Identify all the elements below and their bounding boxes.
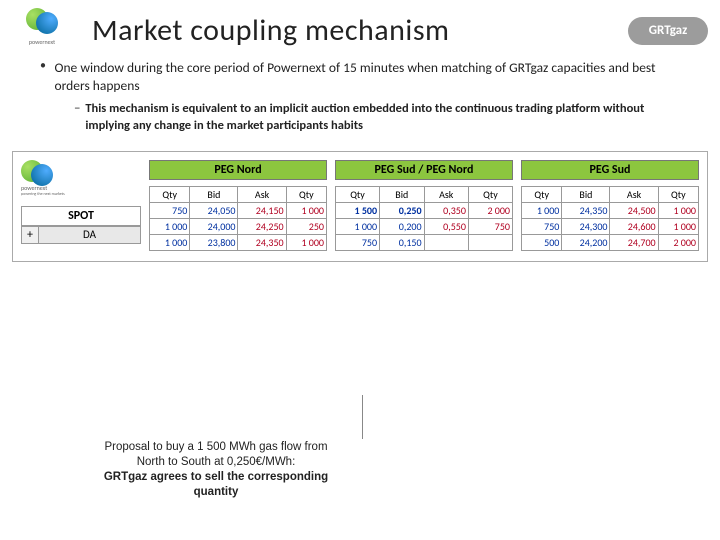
col-qty2: Qty — [658, 187, 698, 203]
bullet-sub: This mechanism is equivalent to an impli… — [85, 101, 680, 135]
market-col-spread: PEG Sud / PEG Nord Qty Bid Ask Qty 1 500… — [335, 160, 513, 251]
bullet-block: • One window during the core period of P… — [0, 53, 720, 135]
market-table-sud: Qty Bid Ask Qty 1 00024,35024,5001 000 7… — [521, 186, 699, 251]
table-header-row: Qty Bid Ask Qty — [522, 187, 699, 203]
proposal-l3: GRTgaz agrees to sell the corresponding — [104, 471, 328, 483]
table-row: 1 00024,35024,5001 000 — [522, 203, 699, 219]
col-qty2: Qty — [286, 187, 326, 203]
market-table-spread: Qty Bid Ask Qty 1 5000,2500,3502 000 1 0… — [335, 186, 513, 251]
market-header: PEG Sud — [521, 160, 699, 180]
slide-title: Market coupling mechanism — [92, 12, 628, 49]
table-row: 75024,30024,6001 000 — [522, 219, 699, 235]
proposal-l4: quantity — [194, 486, 239, 498]
powernext-logo: powernext — [12, 8, 72, 53]
table-row: 50024,20024,7002 000 — [522, 235, 699, 251]
table-row: 75024,05024,1501 000 — [150, 203, 327, 219]
col-ask: Ask — [610, 187, 658, 203]
table-row: 1 00024,00024,250250 — [150, 219, 327, 235]
col-bid: Bid — [190, 187, 238, 203]
table-row: 1 5000,2500,3502 000 — [336, 203, 513, 219]
market-col-sud: PEG Sud Qty Bid Ask Qty 1 00024,35024,50… — [521, 160, 699, 251]
proposal-l1: Proposal to buy a 1 500 MWh gas flow fro… — [104, 441, 327, 453]
spot-column: powernext powering the next markets SPOT… — [21, 160, 141, 244]
col-qty: Qty — [522, 187, 562, 203]
col-bid: Bid — [380, 187, 425, 203]
col-qty: Qty — [150, 187, 190, 203]
slide-header: powernext Market coupling mechanism GRTg… — [0, 0, 720, 53]
market-col-nord: PEG Nord Qty Bid Ask Qty 75024,05024,150… — [149, 160, 327, 251]
market-header: PEG Nord — [149, 160, 327, 180]
market-table-nord: Qty Bid Ask Qty 75024,05024,1501 000 1 0… — [149, 186, 327, 251]
swirl-icon — [26, 8, 58, 36]
table-header-row: Qty Bid Ask Qty — [336, 187, 513, 203]
col-bid: Bid — [562, 187, 610, 203]
col-qty2: Qty — [468, 187, 512, 203]
table-row: 1 0000,2000,550750 — [336, 219, 513, 235]
bullet-main: One window during the core period of Pow… — [55, 59, 680, 95]
callout-connector — [362, 395, 363, 439]
proposal-caption: Proposal to buy a 1 500 MWh gas flow fro… — [66, 440, 366, 500]
powernext-logo-small: powernext powering the next markets — [21, 160, 71, 200]
table-row: 7500,150 — [336, 235, 513, 251]
powernext-logo-text: powernext — [29, 38, 55, 46]
brand-text: powernext — [21, 184, 71, 192]
trading-screenshot: powernext powering the next markets SPOT… — [12, 151, 708, 262]
bullet-marker: • — [40, 59, 55, 95]
col-ask: Ask — [424, 187, 468, 203]
spot-label: SPOT — [21, 206, 141, 226]
grtgaz-logo: GRTgaz — [628, 17, 708, 45]
brand-tagline: powering the next markets — [21, 192, 71, 197]
market-header: PEG Sud / PEG Nord — [335, 160, 513, 180]
proposal-l2: North to South at 0,250€/MWh: — [137, 456, 296, 468]
dash-marker: – — [74, 101, 85, 135]
table-row: 1 00023,80024,3501 000 — [150, 235, 327, 251]
da-cell: DA — [39, 226, 141, 244]
expand-button[interactable]: + — [21, 226, 39, 244]
grtgaz-logo-text: GRTgaz — [649, 23, 688, 38]
col-ask: Ask — [238, 187, 286, 203]
table-header-row: Qty Bid Ask Qty — [150, 187, 327, 203]
da-row: + DA — [21, 226, 141, 244]
col-qty: Qty — [336, 187, 380, 203]
